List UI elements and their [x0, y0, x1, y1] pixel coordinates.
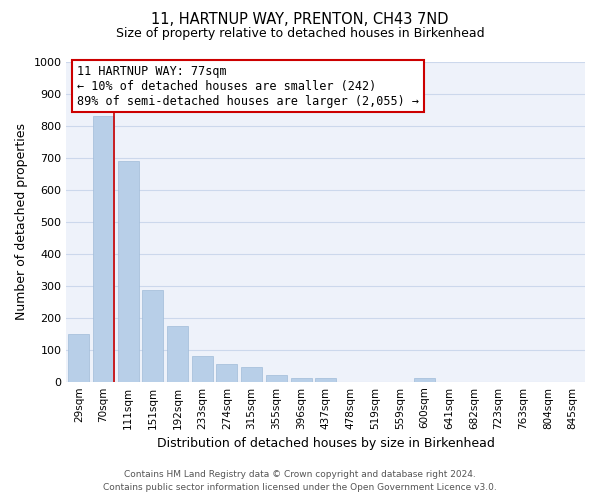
Text: 11 HARTNUP WAY: 77sqm
← 10% of detached houses are smaller (242)
89% of semi-det: 11 HARTNUP WAY: 77sqm ← 10% of detached …	[77, 64, 419, 108]
Bar	[142, 290, 163, 382]
Bar	[118, 161, 139, 382]
Bar	[290, 378, 311, 382]
Bar	[315, 378, 336, 382]
Text: Contains HM Land Registry data © Crown copyright and database right 2024.
Contai: Contains HM Land Registry data © Crown c…	[103, 470, 497, 492]
X-axis label: Distribution of detached houses by size in Birkenhead: Distribution of detached houses by size …	[157, 437, 494, 450]
Bar	[266, 376, 287, 382]
Y-axis label: Number of detached properties: Number of detached properties	[15, 123, 28, 320]
Bar	[241, 368, 262, 382]
Text: Size of property relative to detached houses in Birkenhead: Size of property relative to detached ho…	[116, 28, 484, 40]
Bar	[192, 356, 213, 382]
Text: 11, HARTNUP WAY, PRENTON, CH43 7ND: 11, HARTNUP WAY, PRENTON, CH43 7ND	[151, 12, 449, 28]
Bar	[414, 378, 435, 382]
Bar	[217, 364, 238, 382]
Bar	[93, 116, 114, 382]
Bar	[68, 334, 89, 382]
Bar	[167, 326, 188, 382]
